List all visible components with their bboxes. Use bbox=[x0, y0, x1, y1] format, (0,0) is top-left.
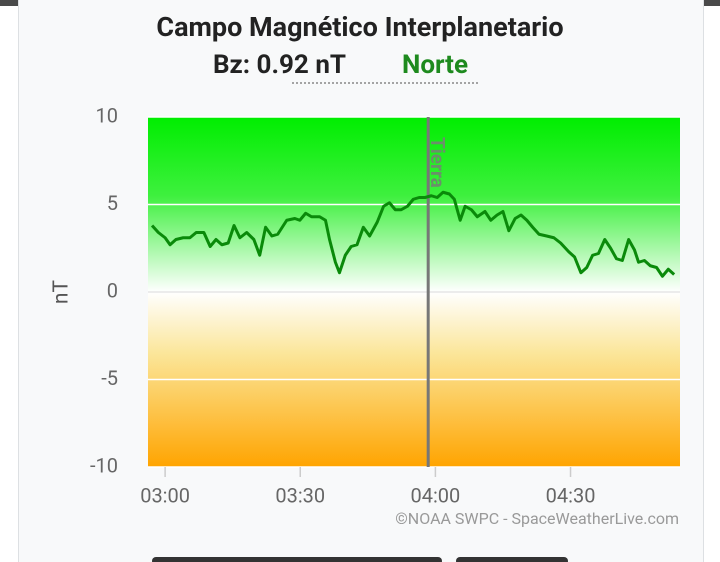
y-tick-label: 0 bbox=[107, 278, 118, 302]
status: Norte bbox=[402, 50, 468, 80]
y-tick-label: -10 bbox=[90, 453, 118, 477]
chart-title: Campo Magnético Interplanetario bbox=[156, 11, 563, 43]
y-tick-label: 5 bbox=[107, 191, 118, 215]
subtitle: Bz: 0.92 nT bbox=[213, 50, 346, 80]
x-tick-label: 03:30 bbox=[275, 483, 325, 507]
y-tick-label: -5 bbox=[101, 366, 118, 390]
data-line bbox=[150, 190, 676, 278]
x-tick-label: 04:30 bbox=[546, 483, 596, 507]
credit: ©NOAA SWPC - SpaceWeatherLive.com bbox=[395, 509, 679, 528]
x-tick-label: 03:00 bbox=[140, 483, 190, 507]
x-tick-label: 04:00 bbox=[410, 483, 460, 507]
y-axis-label: nT bbox=[50, 279, 74, 304]
bottom-button[interactable] bbox=[152, 557, 442, 562]
y-tick-label: 10 bbox=[96, 103, 118, 127]
bottom-button[interactable] bbox=[456, 557, 568, 562]
earth-label: Tierra bbox=[426, 137, 449, 188]
